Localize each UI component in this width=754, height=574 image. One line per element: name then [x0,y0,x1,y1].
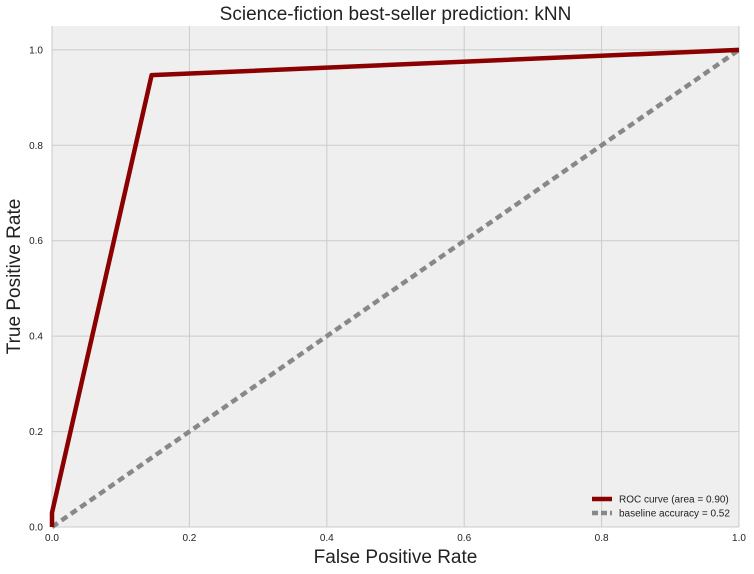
x-tick-label: 0.8 [595,533,609,544]
y-tick-label: 1.0 [29,45,43,56]
y-tick-label: 0.8 [29,141,43,152]
y-tick-label: 0.0 [29,523,43,534]
x-tick-label: 0.0 [45,533,59,544]
roc-curve-line [49,47,740,527]
series-layer [49,47,741,529]
chart-title: Science-fiction best-seller prediction: … [220,4,572,25]
x-tick-label: 0.6 [457,533,471,544]
baseline-line [50,48,741,529]
x-axis-label: False Positive Rate [314,547,478,568]
legend-roc-label: ROC curve (area = 0.90) [619,495,729,506]
grid [51,26,740,528]
y-axis-label: True Positive Rate [4,199,25,355]
y-tick-label: 0.2 [29,427,43,438]
x-tick-label: 1.0 [732,533,746,544]
y-tick-label: 0.6 [29,236,43,247]
x-tick-label: 0.4 [320,533,334,544]
y-tick-label: 0.4 [29,332,43,343]
legend: ROC curve (area = 0.90) baseline accuracy… [592,495,730,520]
legend-baseline-label: baseline accuracy = 0.52 [619,509,730,520]
x-tick-label: 0.2 [182,533,196,544]
plot-area [52,26,739,527]
tick-labels: 0.0 0.2 0.4 0.6 0.8 1.0 0.0 0.2 0.4 0.6 0.8 1.0 [29,45,746,544]
